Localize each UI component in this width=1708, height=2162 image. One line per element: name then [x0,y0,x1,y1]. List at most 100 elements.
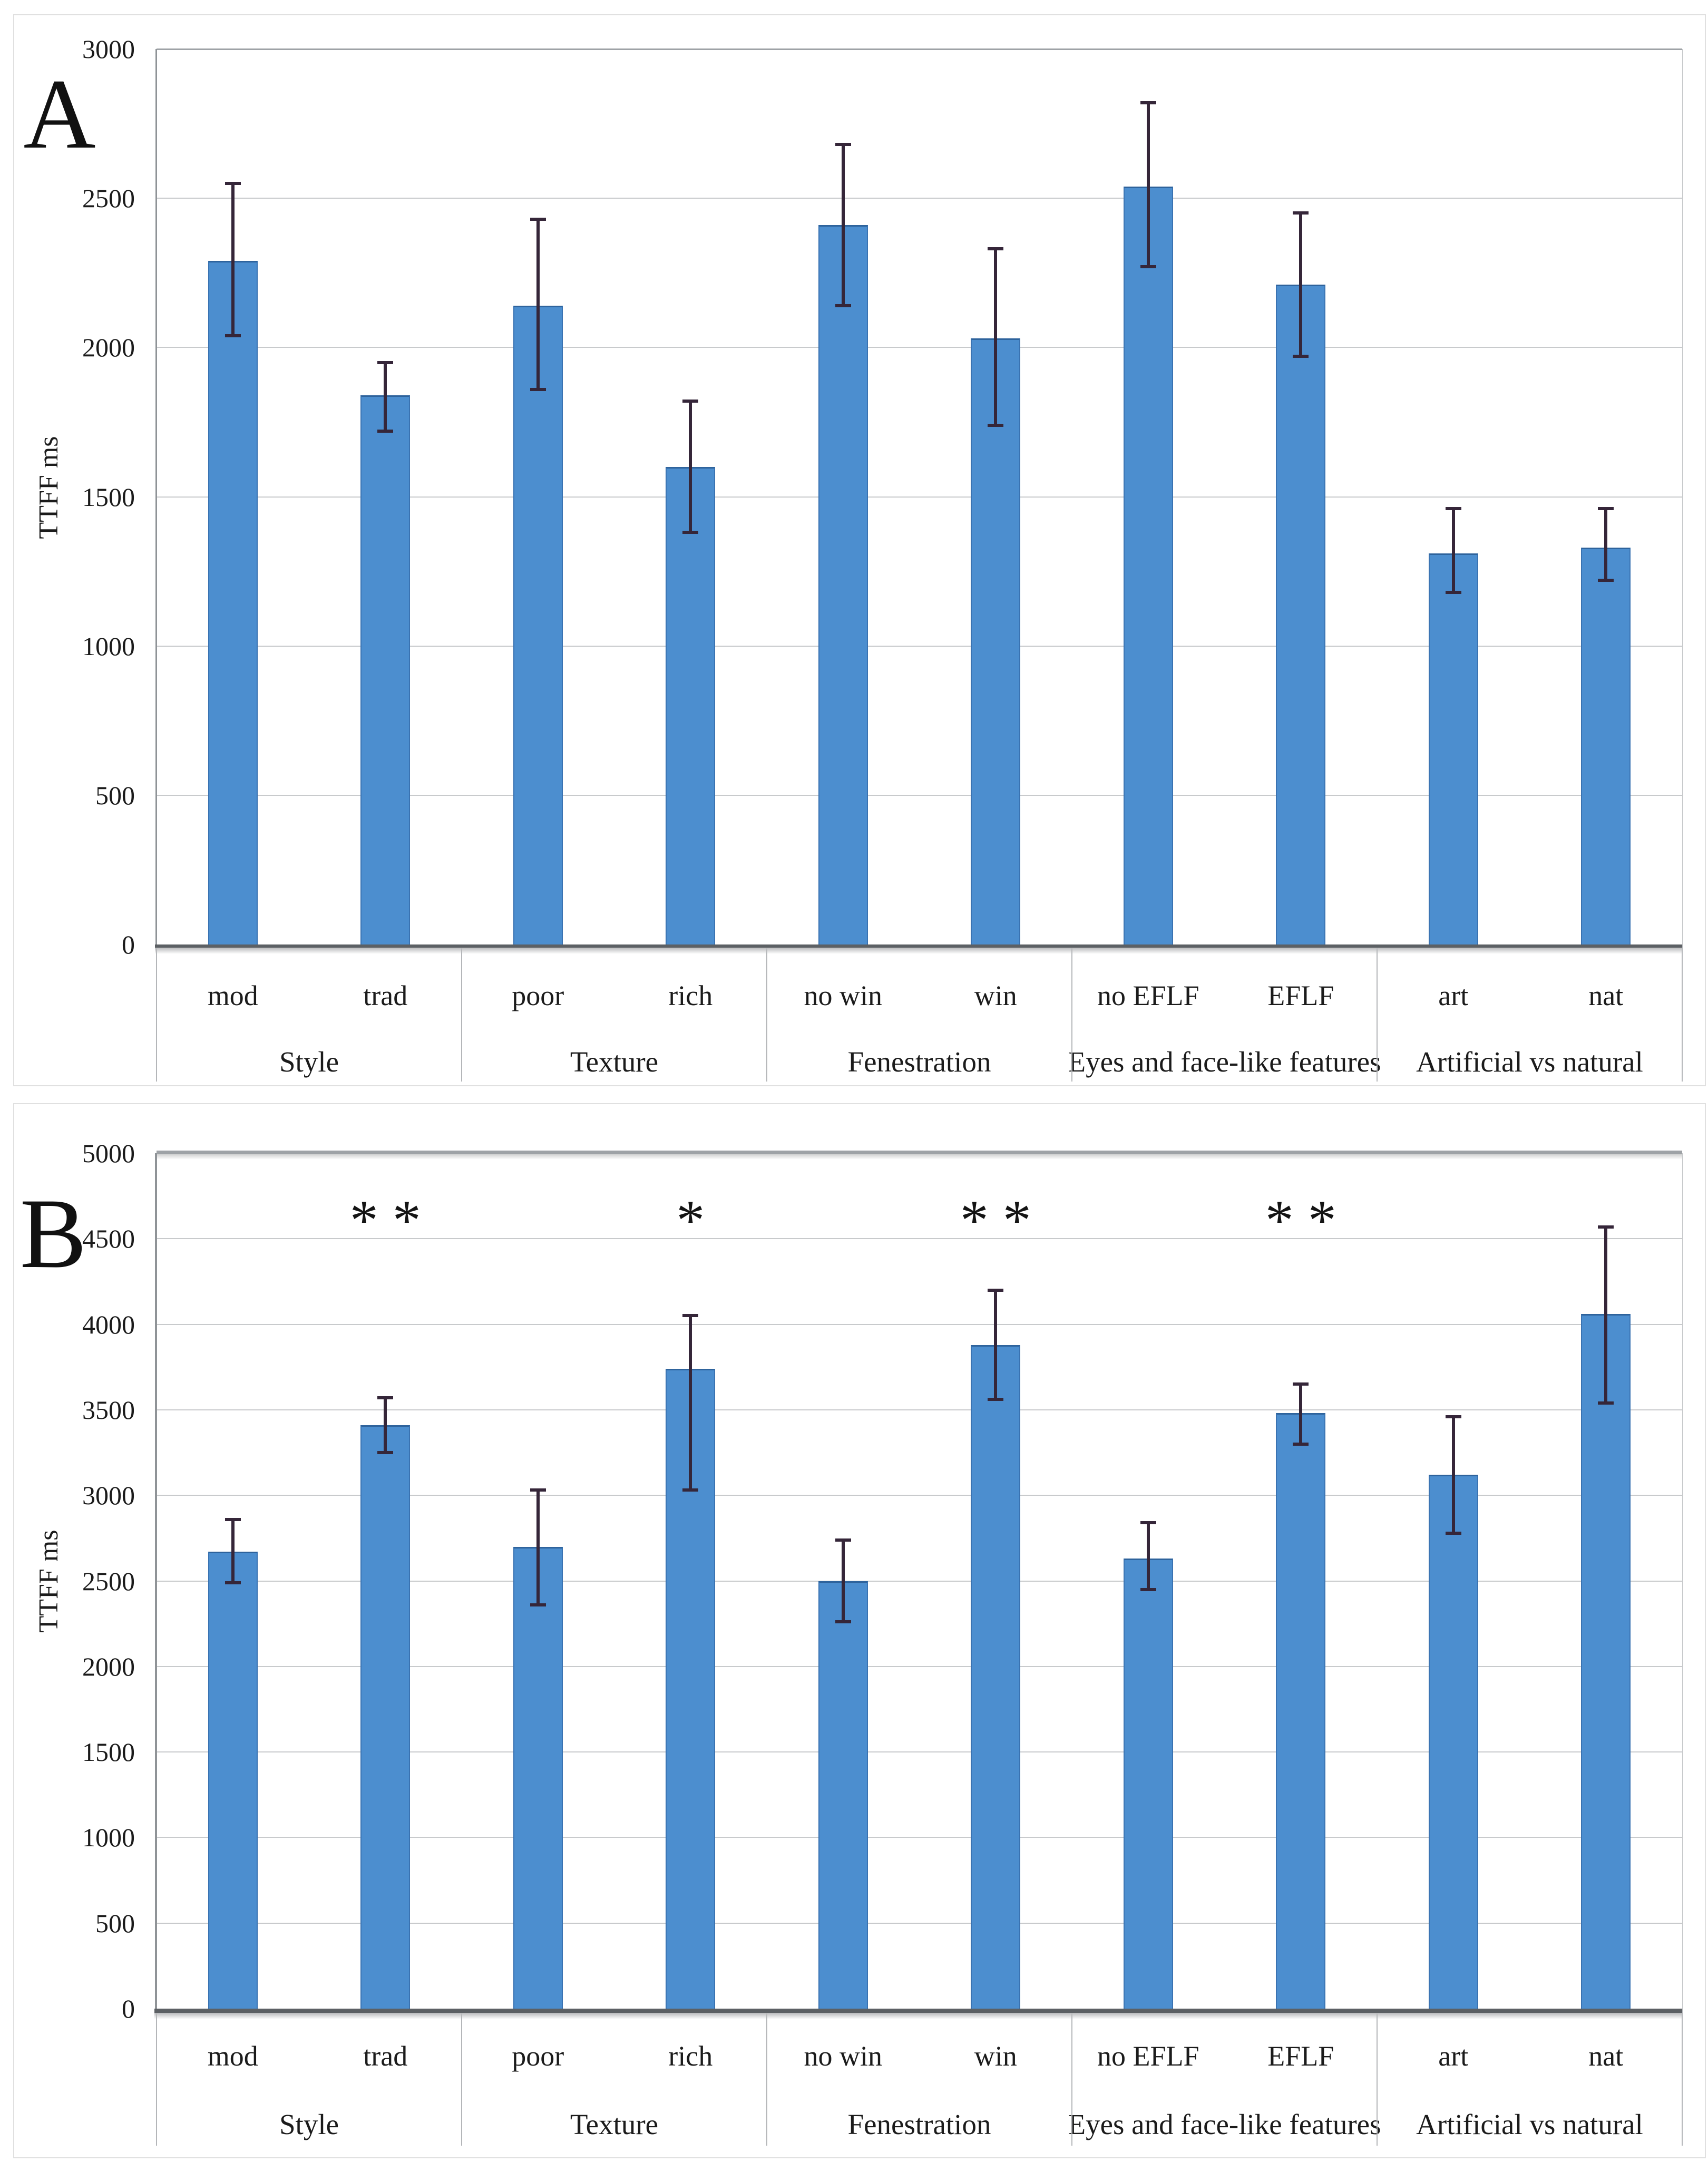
group-label: Artificial vs natural [1416,2108,1643,2140]
error-bar-cap-top [1598,1225,1614,1229]
error-bar-cap-top [377,1396,394,1400]
error-bar-stem [536,1490,540,1605]
category-label: mod [207,980,258,1011]
y-tick-label: 5000 [82,1138,135,1168]
category-label: trad [363,980,408,1011]
category-label: art [1438,980,1469,1011]
bar [360,395,411,944]
category-label: rich [668,2040,713,2072]
gridline [157,1409,1682,1410]
bar [1581,1314,1631,2009]
gridline [157,1922,1682,1924]
group-label: Style [279,1046,339,1078]
category-label: no win [804,2040,883,2072]
error-bar-cap-bottom [835,304,851,308]
error-bar-cap-top [682,1314,699,1318]
panel-label: B [19,1179,87,1289]
category-label: win [974,2040,1017,2072]
x-axis-shadow [155,948,1682,954]
error-bar-cap-top [1445,507,1461,511]
gridline [157,794,1682,796]
bar [360,1425,411,2009]
error-bar-stem [231,1519,235,1583]
bar [1276,1413,1326,2009]
plot-border-right [1682,49,1683,944]
category-label: trad [363,2040,408,2072]
y-tick-label: 4000 [82,1309,135,1339]
chart-object-frame [13,1103,1706,2158]
error-bar-stem [384,1398,387,1453]
gridline [157,1837,1682,1838]
error-bar-cap-bottom [988,1398,1004,1401]
category-label: EFLF [1267,980,1334,1011]
bar [1123,186,1173,944]
y-tick-label: 500 [95,780,135,810]
group-separator [461,2009,462,2146]
error-bar-cap-bottom [682,531,699,534]
group-label: Style [279,2108,339,2140]
error-bar-cap-bottom [988,423,1004,427]
group-separator [156,944,157,1082]
bar [666,466,716,944]
y-tick-label: 0 [122,1994,135,2023]
group-label: Eyes and face-like features [1068,1046,1381,1078]
bar [1581,547,1631,944]
error-bar-stem [1146,102,1150,267]
y-tick-label: 2000 [82,1651,135,1681]
bar [1428,1475,1478,2009]
group-separator [1682,2009,1683,2146]
group-separator [1071,2009,1072,2146]
significance-marker: * * [960,1189,1031,1252]
bar [208,1552,258,2009]
error-bar-cap-bottom [1293,355,1309,358]
chart-object-frame [13,14,1706,1086]
y-tick-label: 2000 [82,333,135,363]
error-bar-stem [1604,1226,1608,1403]
error-bar-cap-top [1140,101,1156,104]
error-bar-stem [1299,213,1303,357]
error-bar-stem [689,1316,692,1491]
category-label: nat [1588,2040,1624,2072]
error-bar-cap-bottom [1598,1401,1614,1405]
y-tick-label: 2500 [82,183,135,213]
error-bar-cap-top [1293,1382,1309,1386]
significance-marker: * * [349,1189,421,1252]
gridline [157,347,1682,348]
y-axis-title: TTFF ms [34,436,64,539]
plot-border-right [1682,1153,1683,2009]
bar [513,1546,563,2009]
error-bar-cap-bottom [1140,265,1156,269]
error-bar-cap-bottom [1598,579,1614,582]
error-bar-stem [384,362,387,431]
group-separator [461,944,462,1082]
error-bar-stem [536,219,540,389]
y-axis-title: TTFF ms [34,1530,64,1633]
group-separator [1682,944,1683,1082]
category-label: win [974,980,1017,1011]
error-bar-cap-bottom [377,1451,394,1455]
error-bar-cap-bottom [225,1581,241,1584]
error-bar-cap-top [682,400,699,403]
category-label: poor [512,2040,564,2072]
plot-border-left [155,49,157,944]
bar [513,306,563,944]
error-bar-cap-bottom [530,387,546,391]
error-bar-cap-bottom [1445,1531,1461,1535]
error-bar-cap-top [225,1517,241,1521]
error-bar-cap-bottom [225,334,241,337]
gridline [157,1580,1682,1582]
error-bar-cap-bottom [1293,1442,1309,1446]
group-separator [156,2009,157,2146]
error-bar-stem [1299,1384,1303,1444]
error-bar-cap-top [988,247,1004,251]
bar [818,1581,868,2009]
gridline [157,1323,1682,1325]
plot-border-top-shadow [157,1154,1682,1160]
y-tick-label: 1500 [82,482,135,512]
group-label: Eyes and face-like features [1068,2108,1381,2140]
error-bar-stem [1604,509,1608,581]
error-bar-stem [1451,1416,1455,1533]
y-tick-label: 500 [95,1908,135,1938]
category-label: rich [668,980,713,1011]
gridline [157,645,1682,647]
